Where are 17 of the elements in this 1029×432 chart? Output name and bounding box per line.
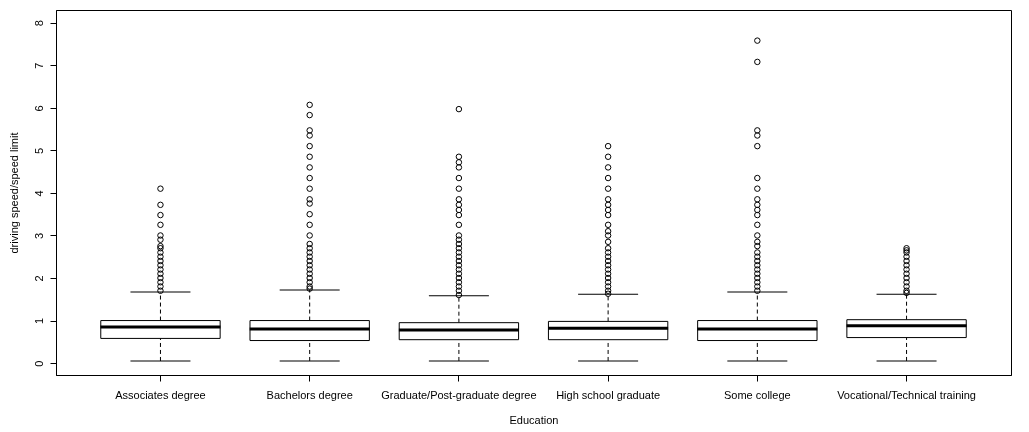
y-tick-label: 8	[32, 20, 45, 27]
x-tick-label: High school graduate	[556, 388, 661, 401]
x-tick-label: Bachelors degree	[266, 388, 353, 401]
x-tick-label: Some college	[724, 388, 791, 401]
y-axis-title: driving speed/speed limit	[7, 132, 20, 254]
x-axis-title: Education	[509, 413, 559, 426]
y-tick-label: 0	[32, 360, 45, 367]
y-tick-label: 3	[32, 232, 45, 240]
y-tick-label: 5	[32, 147, 45, 154]
y-tick-label: 4	[32, 190, 45, 197]
y-tick-label: 1	[32, 317, 45, 325]
x-tick-label: Graduate/Post-graduate degree	[381, 388, 537, 401]
y-tick-label: 2	[32, 275, 45, 282]
y-tick-label: 6	[32, 105, 45, 112]
y-tick-label: 7	[32, 62, 45, 69]
x-tick-label: Vocational/Technical training	[837, 388, 976, 401]
x-tick-label: Associates degree	[115, 388, 206, 401]
